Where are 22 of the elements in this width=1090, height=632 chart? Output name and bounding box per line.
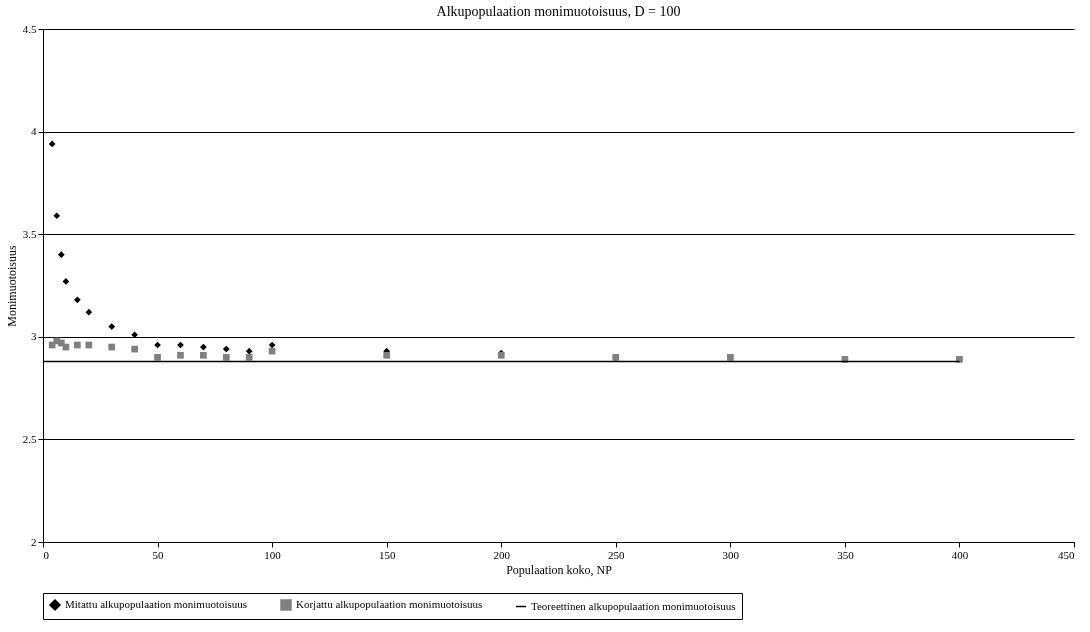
x-tick-label: 200 (493, 548, 511, 561)
y-tick-label: 4 (31, 125, 37, 138)
x-tick-label: 300 (722, 548, 740, 561)
y-tick-label: 3 (31, 330, 37, 343)
y-tick-label: 2.5 (22, 432, 37, 445)
x-tick-label: 400 (951, 548, 969, 561)
x-axis-title: Populaation koko, NP (506, 562, 613, 577)
x-tick-label: 0 (43, 548, 50, 561)
x-tick-label: 150 (378, 548, 396, 561)
y-tick-label: 3.5 (22, 227, 37, 240)
x-tick-label: 250 (608, 548, 626, 561)
y-axis-title: Monimuotoisuus (4, 245, 19, 327)
chart-title: Alkupopulaation monimuotoisuus, D = 100 (436, 4, 681, 19)
y-tick-label: 2 (31, 535, 37, 548)
x-tick-label: 450 (1058, 548, 1075, 561)
legend-label: Mitattu alkupopulaation monimuotoisuus (65, 598, 248, 610)
legend-label: Teoreettinen alkupopulaation monimuotoisuus (531, 599, 736, 612)
x-tick-label: 350 (837, 548, 855, 561)
legend-label: Korjattu alkupopulaation monimuotoisuus (296, 598, 483, 610)
y-tick-label: 4.5 (22, 22, 37, 35)
x-tick-label: 50 (152, 548, 165, 561)
x-tick-label: 100 (264, 548, 282, 561)
